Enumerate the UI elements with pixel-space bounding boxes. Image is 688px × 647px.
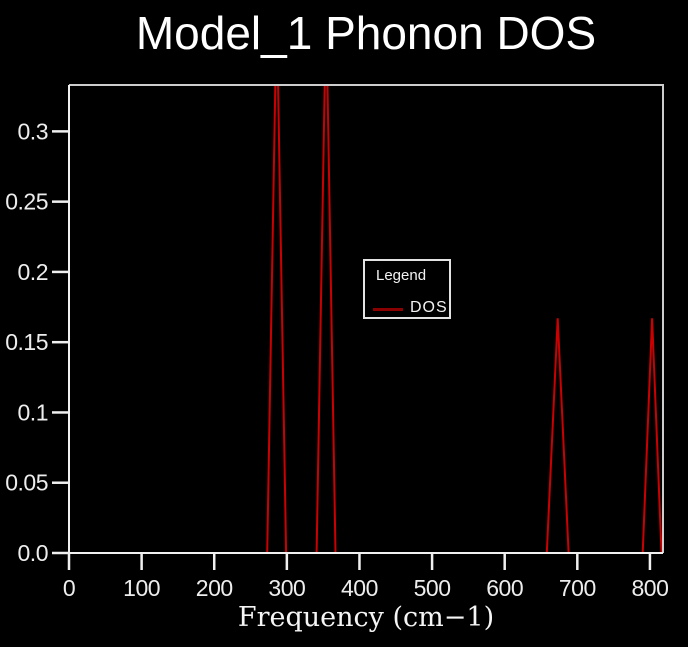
y-axis-tick-label: 0.3 xyxy=(18,118,48,144)
x-axis-tick-label: 700 xyxy=(559,575,596,601)
x-axis-tick-label: 400 xyxy=(341,575,378,601)
legend-entry-dos: DOS xyxy=(365,299,449,319)
plot-frame-top-right xyxy=(69,84,664,553)
legend-entry-label: DOS xyxy=(410,299,448,316)
x-axis-tick-label: 600 xyxy=(486,575,523,601)
y-axis-tick-label: 0.2 xyxy=(18,259,48,285)
y-axis-tick-label: 0.25 xyxy=(5,189,48,215)
chart-title: Model_1 Phonon DOS xyxy=(135,7,597,59)
y-axis-tick-label: 0.0 xyxy=(18,540,48,566)
y-axis-tick-label: 0.15 xyxy=(5,329,48,355)
x-axis-tick-label: 200 xyxy=(196,575,233,601)
x-axis-tick-label: 300 xyxy=(268,575,305,601)
x-axis-label: Frequency (cm−1) xyxy=(237,602,495,633)
legend-box: Legend DOS xyxy=(363,259,451,319)
legend-title: Legend xyxy=(376,267,427,284)
x-axis-tick-label: 100 xyxy=(123,575,160,601)
x-axis-tick-label: 0 xyxy=(63,575,75,601)
y-axis-tick-label: 0.05 xyxy=(5,470,48,496)
x-axis-tick-label: 500 xyxy=(414,575,451,601)
y-axis-tick-label: 0.1 xyxy=(18,399,48,425)
x-axis-tick-label: 800 xyxy=(631,575,668,601)
plot-axes-left-bottom xyxy=(68,85,663,554)
dos-line-swatch-icon xyxy=(373,308,403,311)
